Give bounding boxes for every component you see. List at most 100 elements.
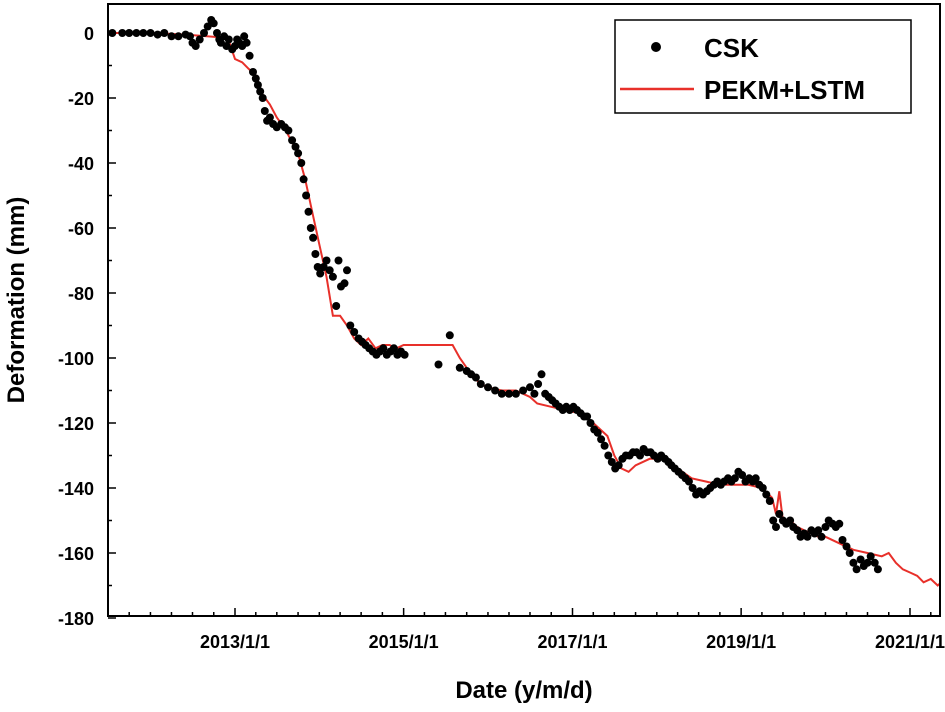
csk-point (311, 250, 320, 258)
x-tick-labels: 2013/1/1 2015/1/1 2017/1/1 2019/1/1 2021/1/1 (200, 632, 945, 652)
csk-point (519, 386, 528, 395)
csk-point (379, 344, 388, 353)
csk-point (174, 32, 183, 41)
csk-point (484, 383, 492, 392)
csk-point (505, 389, 513, 398)
csk-point (167, 32, 176, 41)
csk-point (251, 74, 260, 83)
y-tick-label: -80 (68, 284, 94, 304)
csk-point (803, 532, 812, 541)
csk-point (866, 552, 875, 561)
csk-point (873, 565, 882, 574)
csk-point (537, 370, 546, 379)
csk-point (139, 29, 148, 37)
csk-point (334, 256, 343, 265)
csk-point (817, 532, 826, 541)
csk-point (751, 474, 760, 483)
csk-point (302, 191, 311, 200)
csk-point (249, 68, 257, 76)
y-tick-label: -60 (68, 219, 94, 239)
csk-point (245, 51, 254, 60)
csk-point (636, 451, 644, 460)
legend: CSK PEKM+LSTM (614, 19, 912, 114)
csk-point (772, 523, 780, 531)
csk-point (445, 331, 454, 340)
csk-point (870, 558, 879, 567)
csk-point (304, 207, 313, 216)
y-tick-label: -120 (58, 414, 94, 434)
csk-point (814, 526, 823, 535)
csk-point (350, 328, 359, 336)
x-tick-label: 2013/1/1 (200, 632, 270, 652)
csk-point (191, 42, 200, 50)
csk-point (684, 477, 693, 486)
csk-point (765, 497, 774, 505)
y-tick-labels: 0 -20 -40 -60 -80 -100 -120 -140 -160 -180 (58, 24, 94, 629)
x-axis-title: Date (y/m/d) (455, 677, 592, 704)
csk-point (614, 461, 623, 470)
csk-point (775, 510, 784, 518)
csk-point (346, 321, 355, 330)
csk-point (389, 344, 398, 353)
csk-point (845, 549, 854, 557)
csk-point (118, 29, 127, 37)
csk-point (730, 474, 739, 483)
csk-point (291, 142, 300, 151)
csk-point (491, 386, 500, 395)
csk-point (688, 484, 697, 492)
csk-point (306, 224, 315, 232)
csk-point (319, 263, 328, 271)
csk-point (793, 526, 802, 535)
csk-point (297, 159, 306, 167)
plot-data (108, 16, 940, 587)
y-tick-label: -100 (58, 349, 94, 369)
csk-point (762, 490, 771, 499)
csk-point (856, 555, 865, 564)
csk-point (146, 29, 155, 37)
csk-point (125, 29, 134, 37)
csk-point (340, 279, 349, 288)
csk-point (835, 519, 844, 528)
csk-point (132, 29, 141, 37)
legend-marker-csk (651, 42, 661, 52)
y-tick-label: -20 (68, 89, 94, 109)
csk-point (288, 136, 297, 145)
legend-box (614, 19, 912, 114)
csk-point (769, 516, 778, 525)
csk-point (400, 350, 409, 359)
legend-label-csk: CSK (704, 33, 759, 63)
csk-point (265, 113, 274, 122)
csk-point (332, 302, 341, 310)
csk-point (593, 428, 602, 437)
y-tick-label: -160 (58, 544, 94, 564)
y-tick-label: -140 (58, 479, 94, 499)
csk-point (842, 542, 851, 551)
csk-point (607, 458, 616, 466)
axis-ticks (108, 32, 932, 619)
csk-point (325, 266, 334, 275)
csk-point (476, 380, 485, 388)
csk-point (586, 419, 595, 427)
csk-point (497, 389, 506, 398)
x-tick-label: 2015/1/1 (369, 632, 439, 652)
plot-frame (107, 3, 941, 617)
csk-point (786, 516, 795, 525)
csk-point (299, 175, 308, 184)
series-line-pekm-lstm (108, 32, 940, 587)
series-points-csk (108, 16, 882, 574)
csk-point (863, 558, 872, 567)
csk-point (821, 523, 830, 531)
x-tick-label: 2021/1/1 (875, 632, 945, 652)
y-tick-label: -40 (68, 154, 94, 174)
csk-point (200, 29, 208, 37)
csk-point (758, 484, 767, 492)
csk-point (195, 35, 204, 44)
csk-point (258, 94, 267, 102)
csk-point (209, 19, 218, 28)
csk-point (213, 29, 221, 37)
csk-point (224, 35, 233, 44)
csk-point (260, 107, 269, 115)
csk-point (849, 558, 858, 567)
csk-point (534, 380, 543, 388)
legend-label-pekm-lstm: PEKM+LSTM (704, 75, 865, 105)
